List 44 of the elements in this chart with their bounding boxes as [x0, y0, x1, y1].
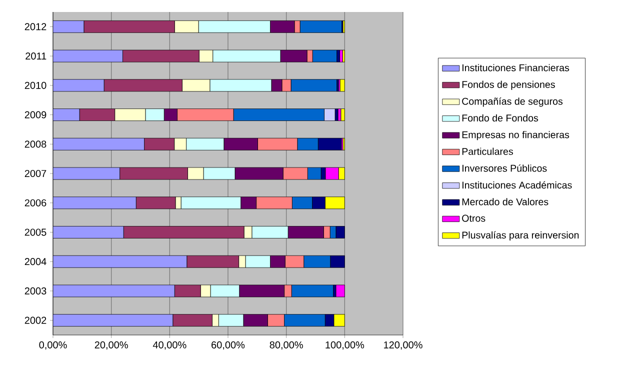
x-tick-label: 0,00%: [39, 341, 67, 350]
bar: [53, 79, 104, 92]
bar: [336, 284, 345, 298]
y-tick-label: 2010: [24, 82, 46, 89]
bar: [340, 108, 345, 121]
bar: [53, 20, 84, 33]
bar: [53, 108, 80, 121]
legend-label: Fondos de pensiones: [462, 80, 555, 90]
y-tick-label: 2011: [26, 52, 46, 60]
x-tick-label: 60,00%: [212, 341, 245, 350]
y-tick-label: 2004: [24, 258, 46, 266]
y-tick-label: 2003: [24, 287, 46, 294]
y-tick-label: 2007: [24, 170, 46, 178]
y-tick-label: 2006: [24, 199, 46, 206]
legend-label: Mercado de Valores: [462, 198, 548, 206]
legend-label: Instituciones Académicas: [462, 181, 572, 189]
legend-label: Plusvalías para reinversion: [462, 231, 579, 241]
bar: [53, 196, 136, 210]
legend-label: Compañías de seguros: [462, 97, 563, 107]
bar: [53, 226, 124, 238]
legend-label: Empresas no financieras: [462, 131, 570, 140]
x-tick-label: 80,00%: [270, 341, 303, 350]
y-tick-label: 2009: [24, 111, 46, 118]
legend-label: Instituciones Financieras: [462, 64, 570, 72]
x-tick-label: 20,00%: [94, 341, 128, 350]
x-tick-label: 40,00%: [152, 341, 186, 350]
y-tick-label: 2002: [24, 316, 46, 324]
legend-label: Fondo de Fondos: [462, 114, 538, 122]
legend-label: Otros: [462, 214, 486, 222]
bar: [340, 50, 343, 62]
y-tick-label: 2005: [24, 228, 46, 236]
bar: [53, 255, 188, 268]
bar: [53, 167, 120, 180]
x-tick-label: 100,00%: [326, 341, 364, 350]
y-tick-label: 2012: [24, 23, 46, 30]
bar: [53, 50, 123, 62]
legend-label: Inversores Públicos: [462, 164, 547, 172]
y-tick-label: 2008: [24, 140, 46, 148]
bar: [53, 314, 174, 327]
bar: [340, 79, 345, 92]
x-tick-label: 120,00%: [384, 341, 422, 350]
bar: [53, 284, 175, 298]
bar: [53, 138, 144, 150]
legend-label: Particulares: [462, 148, 513, 155]
